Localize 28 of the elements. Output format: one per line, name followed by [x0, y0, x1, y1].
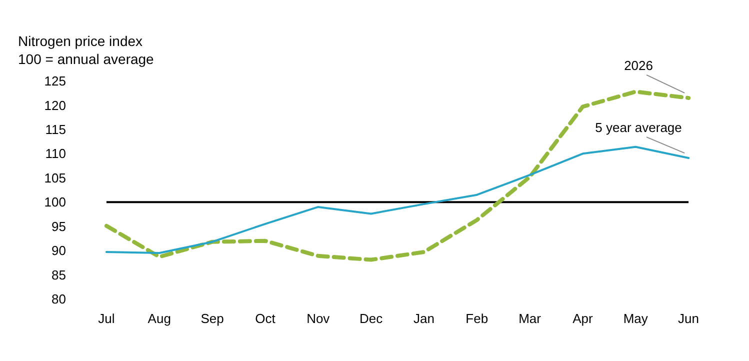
y-tick-label: 80 [52, 292, 66, 307]
y-tick-label: 85 [52, 267, 66, 282]
series-label: 5 year average [595, 120, 682, 136]
series-label: 2026 [624, 58, 654, 73]
y-tick-label: 95 [52, 218, 66, 234]
y-tick-label: 110 [45, 146, 66, 162]
x-tick-label: Nov [306, 311, 330, 326]
x-tick-label: Oct [255, 311, 276, 326]
y-tick-label: 125 [44, 74, 66, 89]
x-tick-label: Jul [98, 311, 115, 326]
x-tick-label: Aug [148, 311, 171, 326]
chart-subtitle: 100 = annual average [18, 51, 154, 67]
x-tick-label: Jun [678, 311, 700, 326]
x-tick-label: Dec [359, 311, 384, 326]
chart-title: Nitrogen price index [18, 33, 143, 49]
line-series [104, 90, 691, 262]
y-tick-label: 115 [45, 122, 66, 137]
y-tick-label: 100 [44, 194, 66, 210]
x-tick-label: Apr [572, 311, 594, 326]
y-tick-label: 120 [44, 98, 66, 113]
x-tick-label: May [623, 311, 648, 326]
line-series [105, 146, 690, 254]
y-tick-label: 105 [44, 170, 66, 186]
y-tick-label: 90 [52, 243, 66, 258]
x-tick-label: Sep [200, 311, 224, 326]
x-tick-label: Mar [518, 311, 542, 326]
x-tick-label: Jan [413, 311, 434, 326]
x-tick-label: Feb [466, 311, 488, 326]
